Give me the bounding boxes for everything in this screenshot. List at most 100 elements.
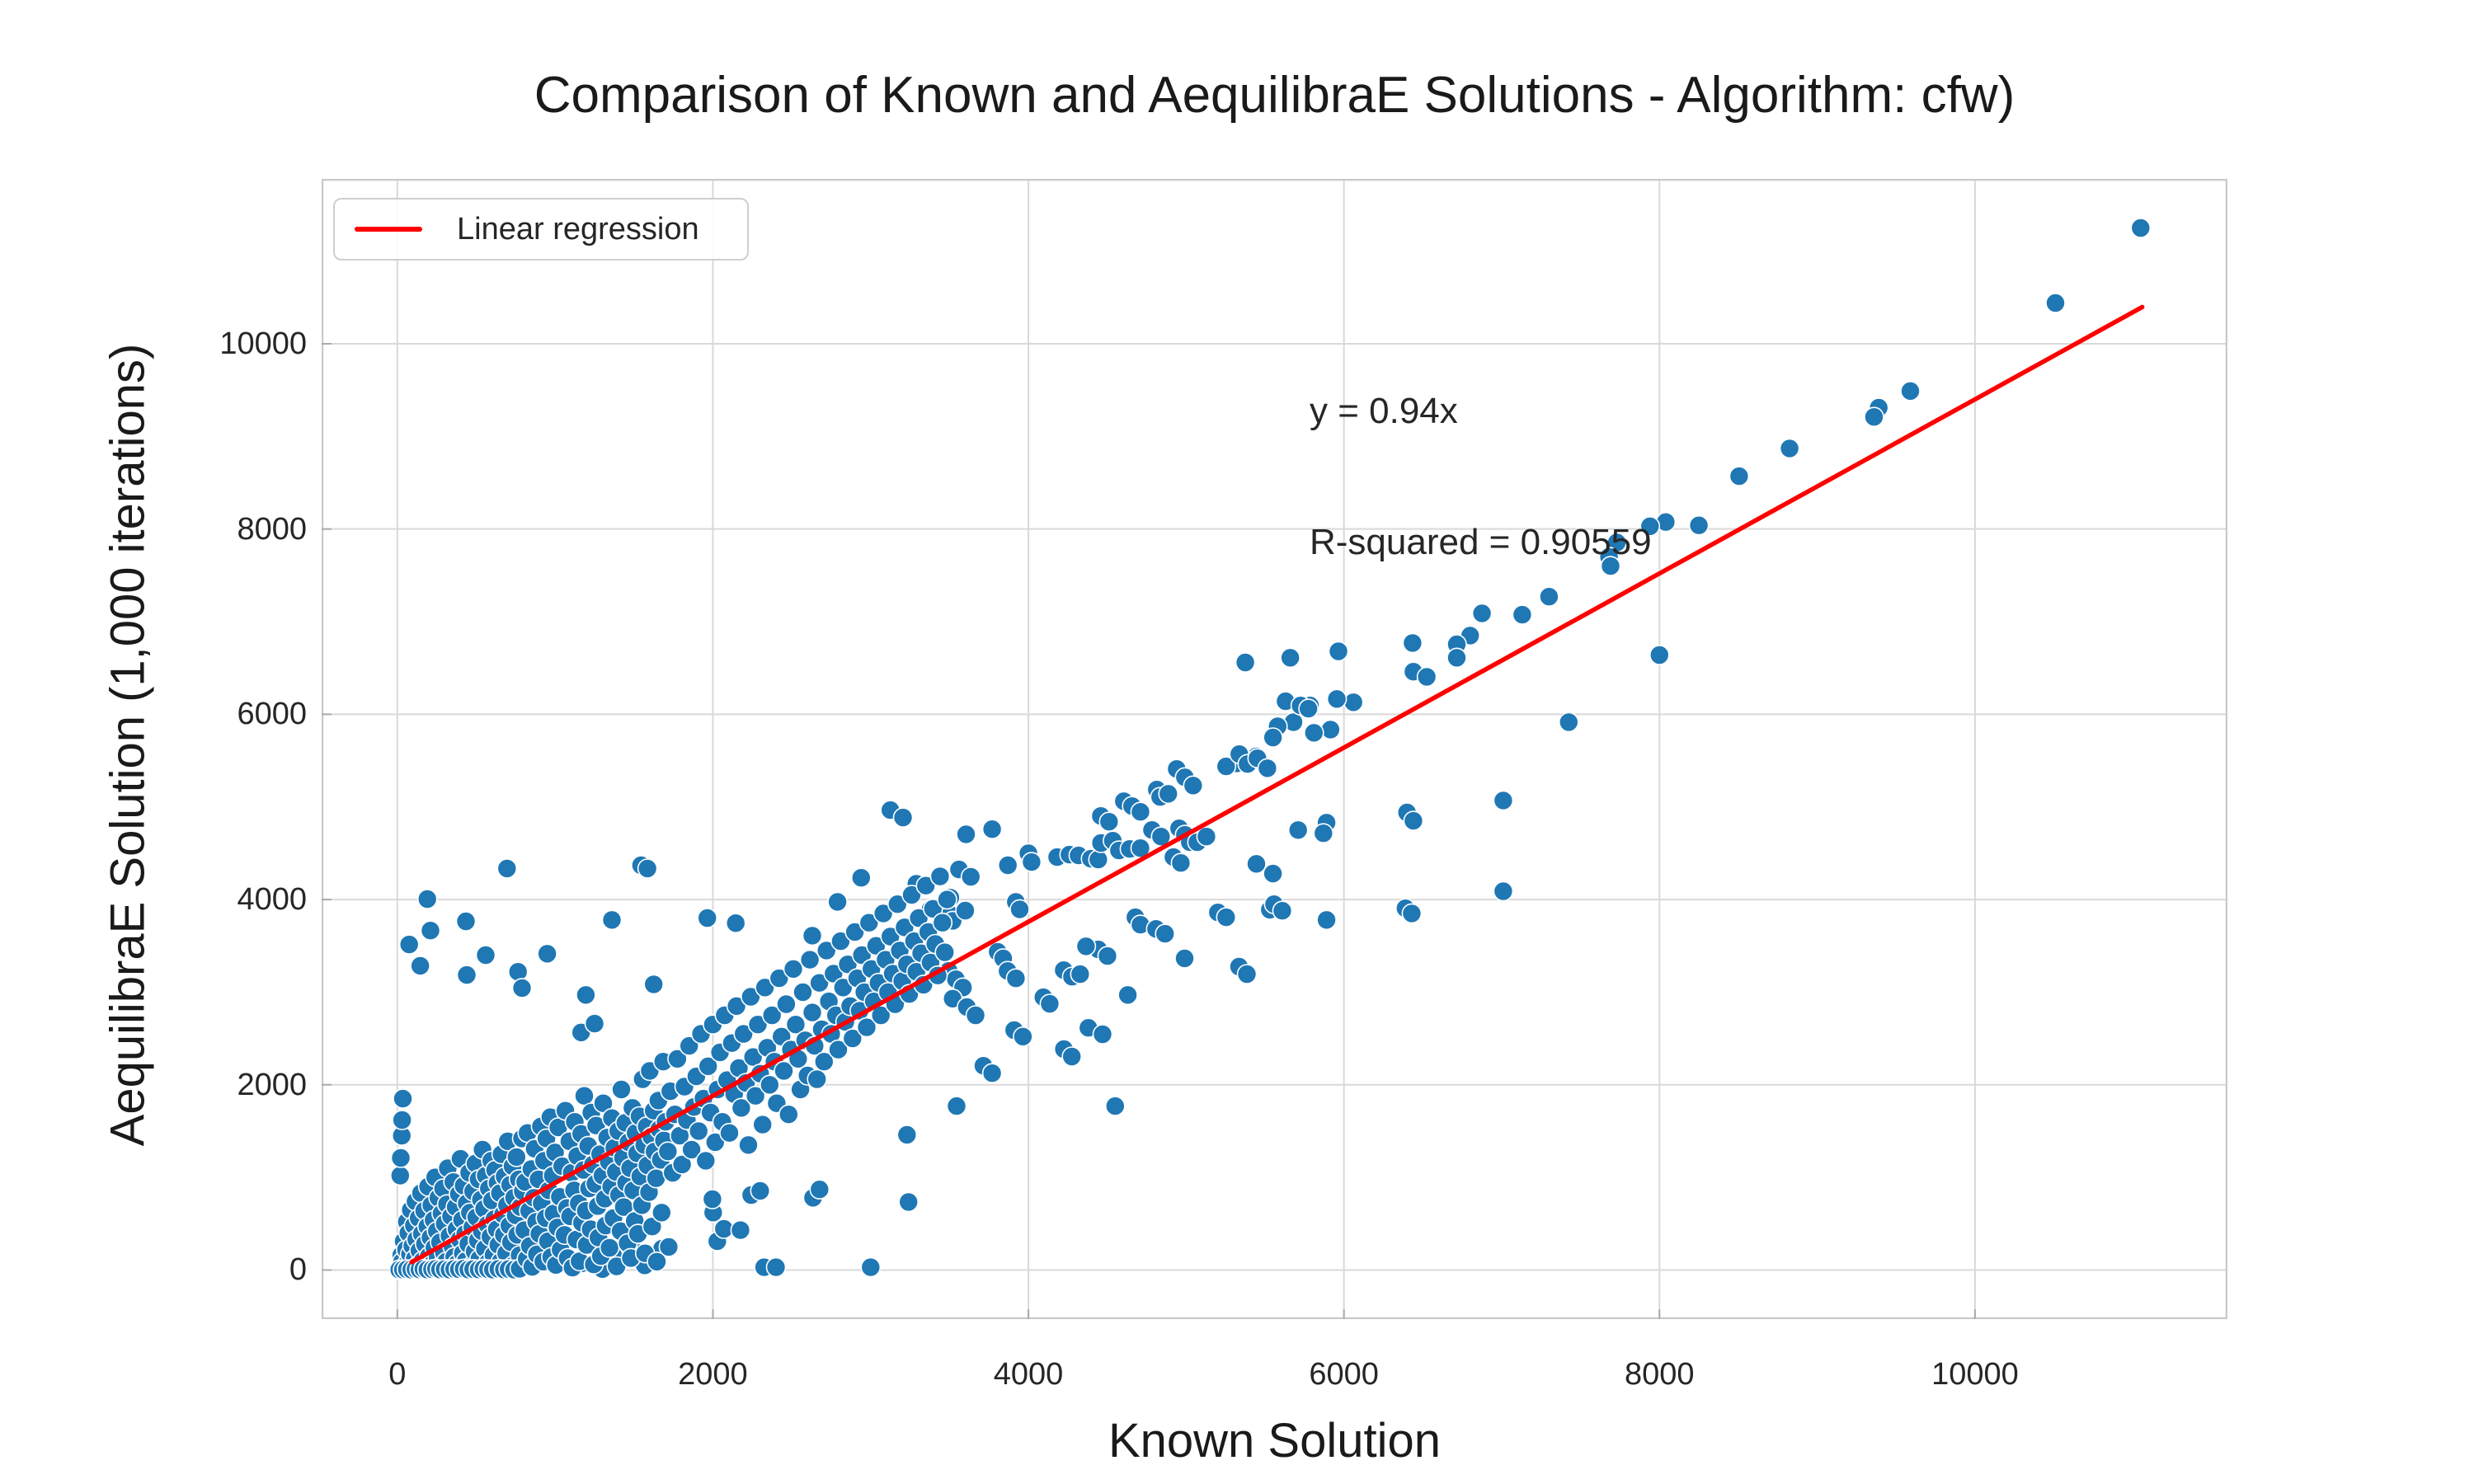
scatter-point <box>1864 406 1884 428</box>
scatter-point <box>1075 936 1097 957</box>
scatter-point <box>860 1256 882 1278</box>
scatter-point <box>726 995 747 1017</box>
scatter-point <box>981 1063 1003 1083</box>
scatter-point <box>537 943 557 965</box>
scatter-point <box>642 1216 663 1237</box>
scatter-point <box>799 949 821 970</box>
scatter-point <box>1539 586 1559 608</box>
scatter-point <box>851 945 872 965</box>
scatter-point <box>1559 711 1579 733</box>
regression-annotation: y = 0.94x R-squared = 0.90559 <box>1310 302 1652 651</box>
scatter-point <box>1092 1024 1113 1045</box>
scatter-point <box>922 898 943 919</box>
scatter-point <box>511 978 533 998</box>
y-tick-label: 0 <box>289 1252 307 1288</box>
scatter-point <box>1403 810 1424 831</box>
y-tick-label: 6000 <box>237 697 307 732</box>
scatter-point <box>392 1110 412 1130</box>
scatter-point <box>390 1148 412 1168</box>
scatter-point <box>506 1147 527 1167</box>
scatter-point <box>1328 641 1349 662</box>
scatter-point <box>1779 438 1800 459</box>
scatter-point <box>887 894 908 915</box>
scatter-point <box>688 1120 709 1142</box>
scatter-point <box>410 956 430 976</box>
scatter-point <box>667 1049 688 1069</box>
scatter-point <box>1401 903 1423 924</box>
scatter-point <box>1216 756 1237 777</box>
scatter-point <box>679 1036 700 1056</box>
scatter-point <box>844 922 865 942</box>
scatter-point <box>934 942 956 963</box>
scatter-point <box>1021 852 1042 872</box>
scatter-point <box>695 1150 717 1172</box>
scatter-point <box>1158 783 1178 805</box>
scatter-point <box>956 824 976 845</box>
scatter-point <box>651 1202 672 1223</box>
scatter-point <box>1280 647 1300 669</box>
scatter-point <box>1320 719 1341 740</box>
scatter-point <box>671 1154 693 1175</box>
x-tick-label: 0 <box>388 1357 407 1392</box>
scatter-point <box>704 1132 726 1153</box>
scatter-point <box>593 1092 614 1114</box>
scatter-point <box>1088 849 1109 870</box>
scatter-point <box>1257 758 1278 779</box>
scatter-point <box>416 889 438 909</box>
regression-r-squared: R-squared = 0.90559 <box>1310 522 1652 562</box>
scatter-point <box>584 1013 605 1034</box>
scatter-point <box>755 977 775 998</box>
y-axis-label: AequilibraE Solution (1,000 iterations) <box>101 343 155 1147</box>
scatter-point <box>901 885 922 905</box>
scatter-point <box>830 931 851 951</box>
scatter-point <box>1639 515 1661 537</box>
scatter-point <box>1174 948 1195 969</box>
scatter-point <box>1097 946 1118 966</box>
scatter-point <box>1402 632 1423 654</box>
scatter-point <box>809 1179 830 1200</box>
scatter-point <box>393 1088 413 1109</box>
scatter-point <box>390 1165 411 1186</box>
scatter-point <box>496 858 518 879</box>
scatter-point <box>937 889 957 910</box>
scatter-point <box>842 1028 863 1049</box>
scatter-point <box>455 911 477 932</box>
scatter-point <box>643 974 665 995</box>
scatter-point <box>1263 727 1283 748</box>
scatter-point <box>1471 603 1493 624</box>
scatter-point <box>1263 863 1283 884</box>
scatter-point <box>601 909 623 931</box>
scatter-point <box>828 1039 849 1060</box>
scatter-point <box>832 977 854 998</box>
scatter-point <box>1416 666 1437 688</box>
scatter-point <box>1729 466 1750 486</box>
scatter-point <box>809 972 830 993</box>
axes-spines <box>321 178 2228 1320</box>
x-axis-label: Known Solution <box>1108 1414 1442 1468</box>
scatter-point <box>793 982 813 1003</box>
scatter-point <box>1688 514 1710 536</box>
scatter-point <box>774 1060 794 1082</box>
scatter-point <box>475 945 496 965</box>
scatter-point <box>816 940 837 961</box>
scatter-point <box>1196 826 1217 848</box>
scatter-point <box>1493 790 1514 811</box>
scatter-point <box>420 920 441 942</box>
scatter-point <box>1009 899 1030 920</box>
scatter-point <box>908 908 929 928</box>
x-tick-label: 2000 <box>678 1357 748 1392</box>
scatter-point <box>657 1141 679 1162</box>
scatter-point <box>929 866 951 887</box>
scatter-point <box>802 1002 823 1023</box>
scatter-point <box>574 1085 595 1106</box>
scatter-point <box>1170 852 1192 874</box>
scatter-point <box>769 968 790 989</box>
scatter-point <box>892 807 914 828</box>
regression-equation: y = 0.94x <box>1310 391 1458 431</box>
scatter-point <box>697 908 718 928</box>
scatter-point <box>827 891 848 913</box>
scatter-point <box>2130 218 2152 238</box>
chart-title: Comparison of Known and AequilibraE Solu… <box>534 67 2015 124</box>
scatter-point <box>456 965 477 985</box>
